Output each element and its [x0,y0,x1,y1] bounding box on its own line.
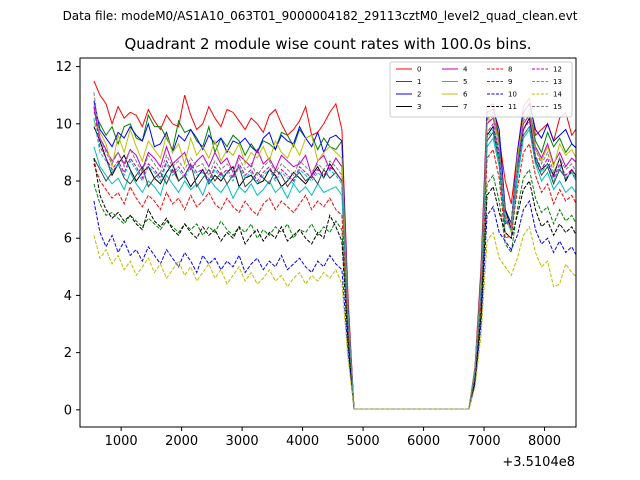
chart-title: Quadrant 2 module wise count rates with … [124,35,531,53]
chart-suptitle: Data file: modeM0/AS1A10_063T01_90000041… [63,9,578,23]
x-tick-label: 6000 [407,434,440,449]
x-tick-label: 4000 [286,434,319,449]
plot-frame [79,57,577,428]
y-tick-label: 12 [55,60,72,75]
x-tick-label: 5000 [347,434,380,449]
series-line-8 [93,142,576,410]
series-line-12 [93,106,576,410]
x-tick-label: 2000 [165,434,198,449]
legend-label-7: 7 [463,103,467,111]
legend-label-8: 8 [508,66,512,74]
series-line-13 [93,117,576,410]
plot-area [79,57,577,428]
legend-label-9: 9 [508,78,512,86]
legend-label-13: 13 [553,78,562,86]
legend-box [389,61,573,118]
x-tick-label: 3000 [226,434,259,449]
series-line-9 [93,168,576,410]
legend-label-12: 12 [553,66,562,74]
legend-label-1: 1 [417,78,421,86]
series-line-14 [93,225,576,410]
series-line-0 [93,80,576,410]
legend-label-5: 5 [463,78,467,86]
y-tick-label: 4 [64,289,72,304]
series-group [93,80,576,410]
legend-label-11: 11 [508,103,517,111]
y-tick-label: 10 [55,117,72,132]
legend-label-3: 3 [417,103,421,111]
y-tick-label: 2 [64,346,72,361]
series-line-15 [93,92,576,410]
x-tick-label: 8000 [528,434,561,449]
series-line-4 [93,106,576,410]
legend-label-0: 0 [417,66,421,74]
series-line-3 [93,116,576,410]
legend-label-10: 10 [508,91,517,99]
legend-label-4: 4 [463,66,468,74]
y-tick-label: 6 [64,232,72,247]
y-tick-label: 0 [64,403,72,418]
x-axis: 1000 2000 3000 4000 5000 6000 7000 8000 [105,427,561,449]
legend-label-14: 14 [553,91,562,99]
x-offset-text: +3.5104e8 [502,455,575,470]
x-tick-label: 7000 [468,434,501,449]
legend-label-15: 15 [553,103,562,111]
series-line-2 [93,100,576,410]
y-axis: 0 2 4 6 8 10 12 [55,60,80,418]
y-tick-label: 8 [64,175,72,190]
series-line-11 [93,158,576,410]
series-line-10 [93,199,576,410]
x-tick-label: 1000 [105,434,138,449]
legend-label-2: 2 [417,91,421,99]
series-line-6 [93,108,576,410]
legend-label-6: 6 [463,91,468,99]
